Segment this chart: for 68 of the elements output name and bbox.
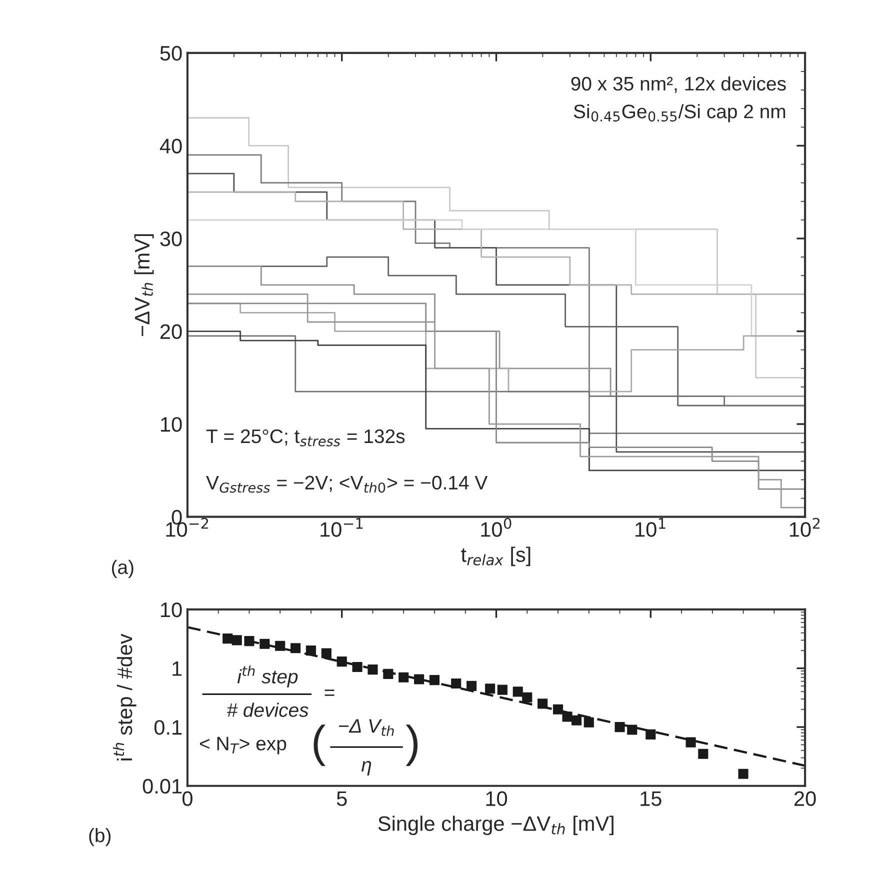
y-tick-label: 10 — [161, 417, 182, 432]
point — [222, 634, 233, 644]
annotation: ) — [406, 724, 418, 766]
point — [686, 737, 696, 748]
point — [383, 668, 394, 679]
point — [290, 643, 301, 654]
x-tick-label: 15 — [640, 791, 662, 806]
x-axis-title: Single charge −ΔV$_{th}$ [mV] — [378, 816, 614, 836]
point — [572, 715, 582, 726]
x-tick-label: 10$^{2}$ — [790, 518, 820, 537]
point — [538, 698, 548, 709]
y-tick-label: 0.01 — [142, 778, 182, 794]
point — [584, 717, 594, 728]
annotation: ( — [314, 724, 326, 766]
y-tick-label: 50 — [160, 46, 182, 61]
annotation: = — [324, 690, 334, 696]
x-tick-label: 10 — [486, 791, 508, 806]
x-axis-title: t$_{relax}$ [s] — [461, 546, 530, 566]
point — [614, 722, 625, 732]
y-tick-label: 30 — [160, 231, 182, 246]
annotation: η — [361, 761, 372, 776]
point — [275, 640, 286, 651]
point — [698, 748, 708, 759]
annotation: 90 x 35 nm², 12x devices — [571, 76, 786, 93]
point — [497, 684, 508, 695]
annotation: −Δ V$_{th}$ — [339, 719, 394, 736]
point — [738, 768, 748, 779]
point — [522, 692, 532, 702]
x-tick-label: 20 — [794, 791, 816, 806]
y-tick-label: 20 — [160, 324, 182, 340]
point — [451, 678, 462, 689]
text: (b) — [89, 828, 111, 846]
annotation: T = 25°C; t$_{stress}$ = 132s — [206, 429, 405, 446]
annotation: V$_{Gstress}$ = −2V; <V$_{th0}$> = −0.14 V — [206, 476, 488, 493]
point — [552, 704, 564, 714]
point — [562, 712, 572, 722]
y-tick-label: 0.1 — [154, 720, 182, 735]
point — [466, 680, 477, 691]
point — [512, 686, 523, 697]
point — [306, 646, 316, 656]
x-tick-label: 0 — [182, 791, 192, 806]
point — [368, 664, 378, 675]
point — [352, 662, 362, 672]
y-tick-label: 40 — [160, 138, 182, 154]
y-tick-label: 10 — [161, 602, 182, 618]
x-tick-label: 10$^{−1}$ — [320, 518, 363, 537]
annotation: i$^{th}$ step — [237, 666, 298, 688]
y-tick-label: 1 — [172, 661, 182, 676]
annotation: # devices — [227, 702, 308, 718]
y-axis-title: −ΔV$_{th}$ [mV] — [134, 234, 154, 336]
x-tick-label: 10$^{1}$ — [636, 518, 666, 537]
x-tick-label: 5 — [336, 791, 347, 806]
point — [414, 674, 424, 684]
point — [260, 638, 270, 649]
point — [429, 675, 440, 686]
point — [398, 672, 409, 682]
point — [232, 635, 242, 646]
point — [627, 724, 638, 735]
point — [646, 729, 656, 740]
annotation: Si$_{0.45}$Ge$_{0.55}$/Si cap 2 nm — [574, 104, 786, 122]
point — [485, 684, 496, 694]
x-tick-label: 10$^{0}$ — [481, 518, 512, 537]
text: (a) — [112, 560, 134, 578]
y-axis-title: i$^{th}$ step / #dev — [112, 634, 136, 760]
point — [244, 636, 254, 646]
point — [321, 648, 332, 658]
point — [336, 656, 347, 667]
annotation: < N$_{T}$> exp — [200, 736, 286, 754]
